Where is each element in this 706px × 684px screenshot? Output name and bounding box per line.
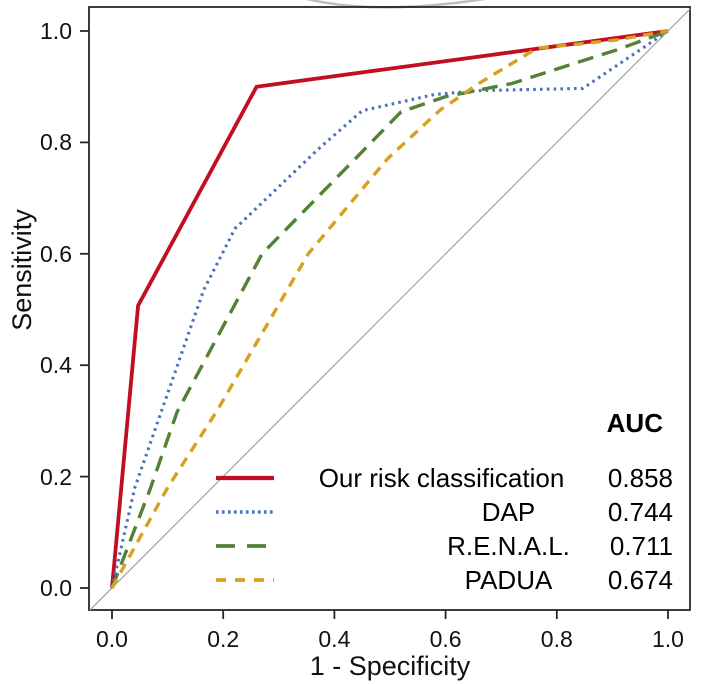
y-tick-label: 0.4 — [40, 352, 72, 379]
legend-label: R.E.N.A.L. — [447, 531, 570, 561]
y-tick-label: 0.6 — [40, 240, 72, 267]
legend-auc-value: 0.744 — [607, 497, 673, 527]
legend-swatch-long-dash-icon — [205, 529, 285, 563]
roc-curve-dap — [110, 29, 669, 589]
y-tick-label: 0.2 — [40, 463, 72, 490]
x-tick-label: 0.0 — [96, 626, 128, 652]
x-tick-label: 0.2 — [207, 626, 240, 652]
roc-curve-padua — [110, 29, 669, 589]
legend-row: R.E.N.A.L. 0.711 — [205, 529, 673, 563]
legend-label: PADUA — [464, 565, 553, 595]
legend-swatch-short-dash-icon — [205, 563, 285, 597]
legend-auc-header: AUC — [606, 408, 663, 438]
legend-swatch-dotted-icon — [205, 495, 285, 529]
y-tick-label: 0.0 — [40, 575, 72, 601]
x-tick-label: 0.4 — [318, 626, 351, 652]
chance-diagonal-line — [89, 8, 691, 611]
legend: AUC Our risk classification 0.858 DAP 0.744… — [205, 405, 673, 597]
y-tick-label: 0.8 — [40, 129, 72, 156]
legend-auc-value: 0.674 — [607, 565, 673, 595]
y-tick-label: 1.0 — [40, 18, 72, 44]
legend-row: DAP 0.744 — [205, 495, 673, 529]
x-axis-title: 1 - Specificity — [309, 651, 471, 681]
legend-rows: Our risk classification 0.858 DAP 0.744 R.E.… — [205, 461, 673, 597]
legend-row: Our risk classification 0.858 — [205, 461, 673, 495]
roc-curve-r-e-n-a-l — [110, 29, 669, 589]
x-tick-label: 0.6 — [429, 626, 462, 652]
x-tick-label: 0.8 — [540, 626, 573, 652]
plot-border — [88, 6, 691, 611]
roc-curve-our-risk-classification — [110, 29, 669, 589]
legend-swatch-solid-icon — [205, 461, 285, 495]
legend-auc-value: 0.711 — [609, 531, 673, 561]
legend-label: DAP — [481, 497, 536, 527]
legend-label: Our risk classification — [318, 463, 565, 493]
legend-auc-value: 0.858 — [607, 463, 673, 493]
y-axis-title: Sensitivity — [7, 209, 37, 331]
x-tick-label: 1.0 — [652, 626, 684, 652]
legend-row: PADUA 0.674 — [205, 563, 673, 597]
